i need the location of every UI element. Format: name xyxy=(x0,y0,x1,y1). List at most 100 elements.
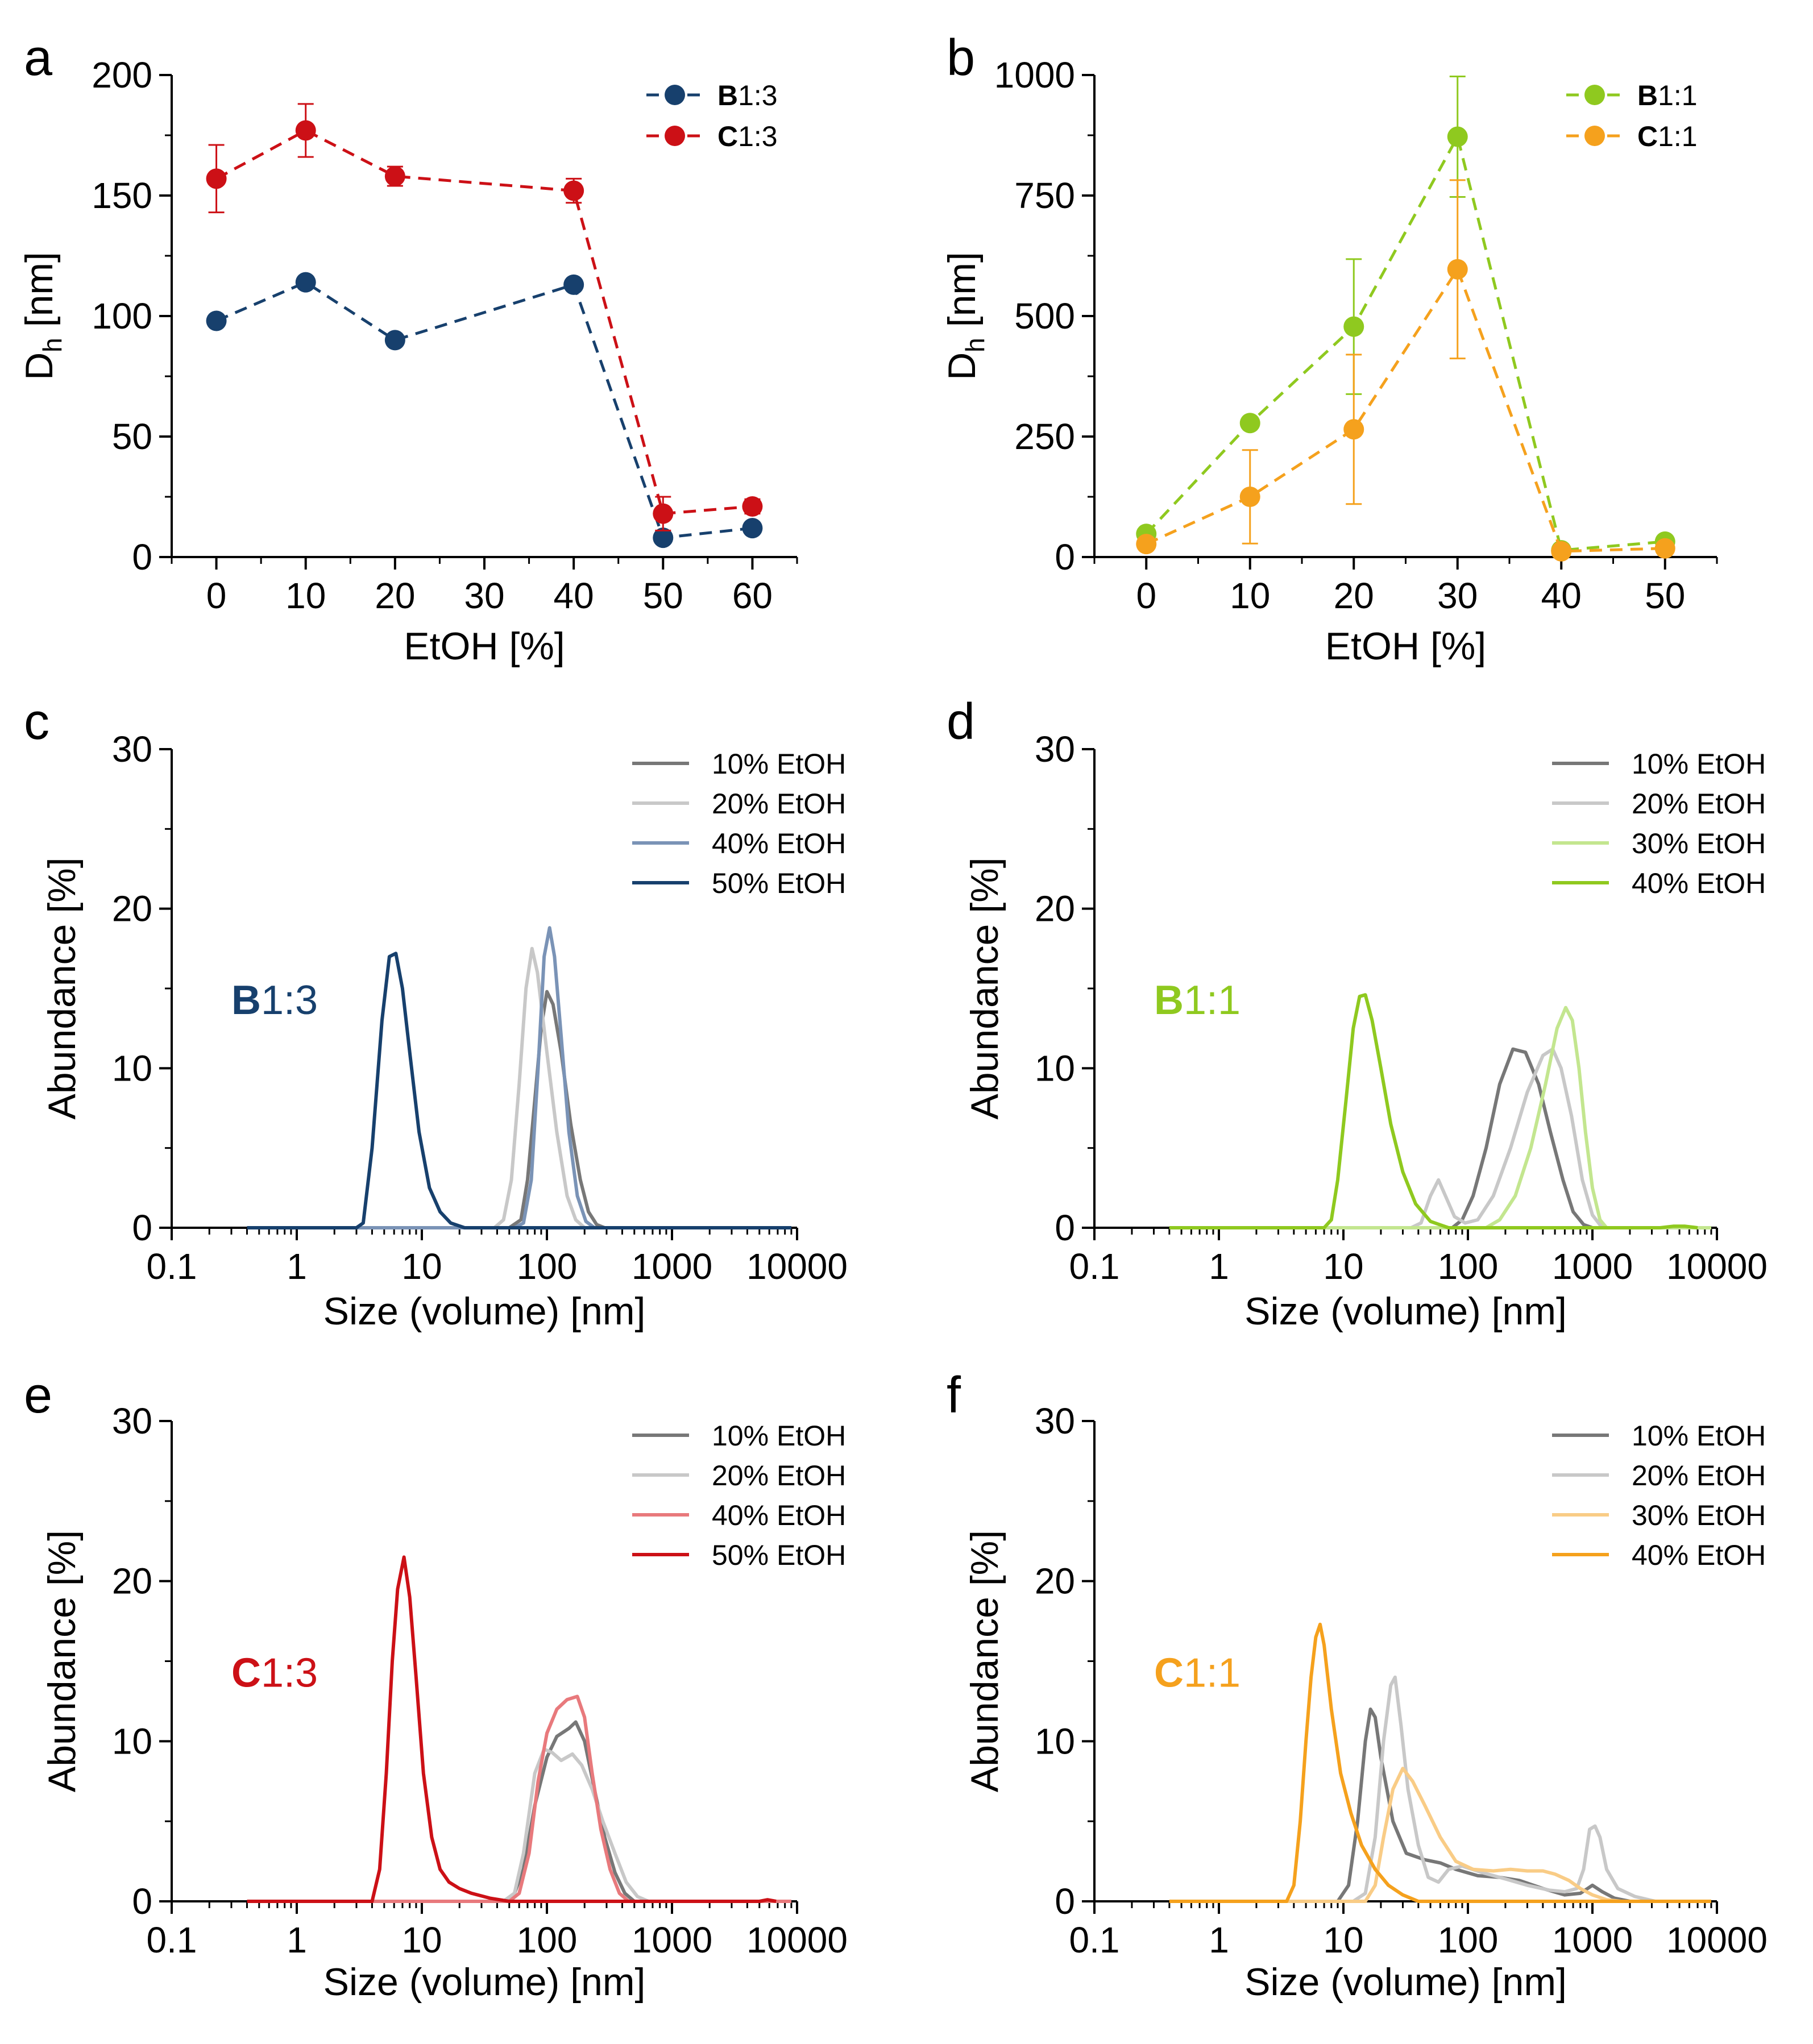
x-tick-label: 50 xyxy=(1645,575,1685,616)
series-B1:3: B1:3 xyxy=(206,80,778,549)
legend-label: 50% EtOH xyxy=(712,1539,846,1571)
y-tick-label: 20 xyxy=(1035,888,1075,929)
data-point xyxy=(563,180,584,201)
series-line xyxy=(1169,1767,1711,1903)
y-tick-label: 100 xyxy=(92,296,152,336)
y-tick-label: 20 xyxy=(1035,1561,1075,1602)
panel-letter: a xyxy=(24,30,53,86)
series-10-etoh: 10% EtOH xyxy=(247,1420,846,1903)
series-B1:1: B1:1 xyxy=(1136,76,1698,561)
x-tick-label: 100 xyxy=(1438,1920,1499,1960)
series-50-etoh: 50% EtOH xyxy=(247,1539,846,1903)
x-tick-label: 40 xyxy=(554,575,594,616)
legend-label-bold: B xyxy=(1637,80,1658,111)
sample-label-bold: B xyxy=(1154,978,1184,1023)
sample-label: C1:1 xyxy=(1154,1651,1241,1696)
x-tick-label: 0 xyxy=(1136,575,1156,616)
x-tick-label: 10000 xyxy=(1666,1246,1768,1287)
series-10-etoh: 10% EtOH xyxy=(1169,1420,1766,1903)
x-tick-label: 10000 xyxy=(746,1920,848,1960)
sample-label: B1:3 xyxy=(231,978,318,1023)
x-tick-label: 1 xyxy=(287,1920,307,1960)
x-tick-label: 50 xyxy=(643,575,683,616)
series-40-etoh: 40% EtOH xyxy=(247,828,846,1229)
series-line xyxy=(215,280,753,539)
y-title-sub: h xyxy=(960,338,990,352)
y-title-unit: [nm] xyxy=(940,252,984,338)
data-point xyxy=(206,310,227,331)
data-point xyxy=(295,272,316,293)
y-tick-label: 250 xyxy=(1014,416,1075,457)
panel-letter: e xyxy=(24,1367,52,1424)
series-line xyxy=(1169,993,1698,1229)
sample-label-rest: 1:3 xyxy=(261,978,318,1023)
panel-a: a 0 50 100 150 200 0 10 20 30 40 50 60 EtOH [%] Dh [nm… xyxy=(18,30,798,668)
y-axis-title: Abundance [%] xyxy=(40,1530,84,1792)
series-line xyxy=(1146,266,1665,553)
panel-d: d 0 10 20 30 0.1 1 10 100 1000 10000 Size (volume) … xyxy=(947,693,1768,1333)
legend-label-bold: C xyxy=(1637,121,1658,152)
y-tick-label: 0 xyxy=(1055,1881,1075,1922)
series-line xyxy=(1169,1006,1711,1229)
legend-label-rest: 1:3 xyxy=(738,121,778,152)
x-tick-label: 1000 xyxy=(1552,1920,1633,1960)
legend-label: B1:3 xyxy=(717,80,778,111)
legend-label: 40% EtOH xyxy=(712,1499,846,1531)
x-tick-label: 10000 xyxy=(1666,1920,1768,1960)
series-line xyxy=(247,1720,791,1903)
series-line xyxy=(247,1694,791,1903)
series-line xyxy=(247,946,791,1229)
series-40-etoh: 40% EtOH xyxy=(1169,1539,1766,1903)
x-axis-title: Size (volume) [nm] xyxy=(1244,1290,1567,1333)
sample-label-bold: B xyxy=(231,978,261,1023)
data-point xyxy=(653,503,674,524)
y-tick-label: 0 xyxy=(1055,537,1075,578)
x-tick-label: 1 xyxy=(1209,1920,1229,1960)
x-tick-label: 1 xyxy=(1209,1246,1229,1287)
data-point xyxy=(1654,538,1675,559)
y-tick-label: 10 xyxy=(112,1048,152,1089)
series-line xyxy=(247,990,791,1229)
x-tick-label: 30 xyxy=(464,575,504,616)
x-tick-label: 10 xyxy=(1230,575,1270,616)
x-tick-label: 0 xyxy=(206,575,227,616)
series-20-etoh: 20% EtOH xyxy=(247,788,846,1229)
legend-label-bold: C xyxy=(717,121,738,152)
data-point xyxy=(384,166,405,187)
y-title-main: D xyxy=(940,352,984,380)
legend-swatch-marker xyxy=(665,126,685,146)
x-tick-label: 20 xyxy=(375,575,415,616)
x-tick-label: 100 xyxy=(517,1246,578,1287)
panel-letter: c xyxy=(24,693,49,750)
legend-label: 20% EtOH xyxy=(1632,788,1766,820)
panel-f: f 0 10 20 30 0.1 1 10 100 1000 10000 Size (volume) … xyxy=(947,1367,1768,2004)
panel-c: c 0 10 20 30 0.1 1 10 100 1000 10000 Size (volume) … xyxy=(24,693,848,1333)
y-title-unit: [nm] xyxy=(18,252,61,338)
data-point xyxy=(1136,534,1157,555)
x-tick-label: 10 xyxy=(401,1246,442,1287)
data-point xyxy=(1239,413,1260,434)
x-tick-label: 1000 xyxy=(632,1246,712,1287)
x-tick-label: 0.1 xyxy=(1069,1246,1120,1287)
panel-e: e 0 10 20 30 0.1 1 10 100 1000 10000 Size (volume) … xyxy=(24,1367,848,2004)
data-point xyxy=(1343,316,1364,337)
data-point xyxy=(206,168,227,189)
legend-label: 30% EtOH xyxy=(1632,828,1766,859)
data-point xyxy=(1239,487,1260,507)
data-point xyxy=(384,330,405,351)
y-tick-label: 0 xyxy=(132,1881,152,1922)
data-point xyxy=(742,496,763,517)
x-tick-label: 1000 xyxy=(1552,1246,1633,1287)
legend-swatch-marker xyxy=(665,85,685,105)
y-axis-title: Abundance [%] xyxy=(963,1530,1006,1792)
y-tick-label: 1000 xyxy=(994,55,1075,95)
x-tick-label: 0.1 xyxy=(147,1920,197,1960)
series-line xyxy=(1169,1047,1711,1229)
x-axis-title: Size (volume) [nm] xyxy=(323,1960,646,2004)
legend-label: 40% EtOH xyxy=(712,828,846,859)
x-axis-title: Size (volume) [nm] xyxy=(1244,1960,1567,2004)
legend-swatch-marker xyxy=(1584,126,1605,146)
y-axis-title: Dh [nm] xyxy=(18,252,67,380)
x-tick-label: 0.1 xyxy=(1069,1920,1120,1960)
legend-label: 50% EtOH xyxy=(712,867,846,899)
